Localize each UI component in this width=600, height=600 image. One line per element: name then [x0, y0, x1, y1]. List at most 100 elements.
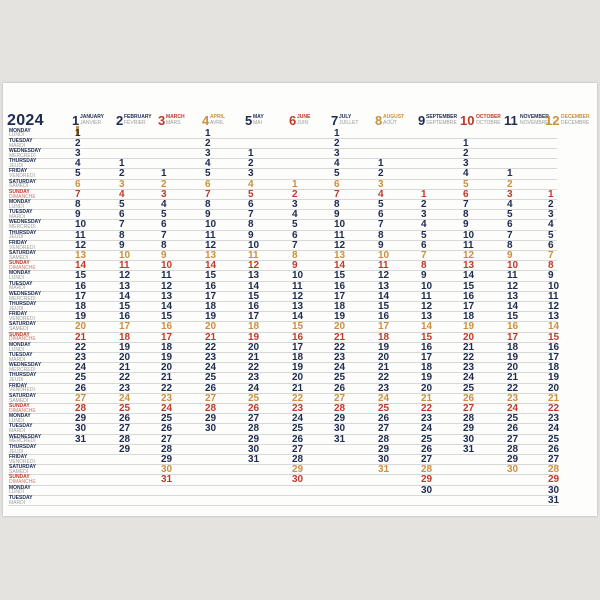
day-number: 11	[205, 229, 216, 241]
day-number: 27	[119, 423, 131, 435]
day-number: 21	[292, 382, 304, 394]
day-number: 4	[248, 178, 254, 190]
day-number: 14	[119, 290, 131, 302]
day-number: 13	[507, 290, 519, 302]
day-number: 22	[463, 351, 475, 363]
day-number: 8	[507, 239, 513, 251]
day-number: 29	[548, 474, 560, 486]
month-number: 3	[158, 113, 166, 128]
day-number: 13	[161, 290, 173, 302]
day-number: 19	[248, 331, 260, 343]
weekday-label: TUESDAY	[9, 280, 33, 287]
day-number: 31	[463, 443, 475, 455]
weekday-label: MONDAY	[9, 198, 31, 205]
month-number: 4	[202, 113, 210, 128]
day-number: 20	[205, 321, 217, 333]
day-number: 25	[378, 402, 390, 414]
day-number: 25	[75, 372, 87, 384]
weekday-label: SUNDAY	[9, 331, 30, 338]
day-number: 18	[548, 362, 560, 374]
day-number: 11	[292, 280, 303, 292]
day-number: 6	[205, 178, 211, 190]
weekday-label-fr: MERCREDI	[9, 295, 36, 302]
weekday-label: THURSDAY	[9, 229, 37, 236]
day-number: 18	[161, 341, 173, 353]
day-number: 28	[378, 433, 390, 445]
day-number: 25	[334, 372, 346, 384]
day-number: 19	[507, 351, 519, 363]
day-number: 6	[75, 178, 81, 190]
day-number: 5	[548, 229, 554, 241]
day-number: 18	[205, 300, 217, 312]
weekday-label: SUNDAY	[9, 260, 30, 267]
row-divider	[8, 464, 557, 466]
day-number: 1	[548, 188, 554, 200]
day-number: 6	[161, 219, 167, 231]
month-number: 9	[418, 113, 426, 128]
day-number: 15	[75, 270, 87, 282]
day-number: 11	[334, 229, 345, 241]
day-number: 2	[292, 188, 298, 200]
day-number: 26	[421, 443, 433, 455]
weekday-label: THURSDAY	[9, 372, 37, 379]
day-number: 20	[119, 351, 131, 363]
day-number: 8	[463, 209, 469, 221]
weekday-label-fr: MARDI	[9, 213, 26, 220]
day-number: 23	[463, 362, 475, 374]
day-number: 19	[463, 321, 475, 333]
day-number: 24	[378, 392, 390, 404]
day-number: 17	[119, 321, 131, 333]
day-number: 26	[119, 413, 131, 425]
day-number: 2	[463, 147, 469, 159]
day-number: 6	[548, 239, 554, 251]
weekday-label: TUESDAY	[9, 209, 33, 216]
weekday-label-fr: SAMEDI	[9, 397, 29, 404]
month-name-en: MAY	[253, 114, 264, 120]
day-number: 5	[161, 209, 167, 221]
day-number: 29	[248, 433, 260, 445]
day-number: 6	[507, 219, 513, 231]
day-number: 16	[334, 280, 346, 292]
day-number: 13	[548, 311, 560, 323]
day-number: 1	[205, 127, 211, 139]
day-number: 18	[378, 331, 390, 343]
day-number: 23	[119, 382, 131, 394]
weekday-label-fr: LUNDI	[9, 203, 25, 210]
day-number: 25	[507, 413, 519, 425]
day-number: 27	[334, 392, 346, 404]
day-number: 15	[292, 321, 304, 333]
weekday-label-fr: MARDI	[9, 356, 26, 363]
month-name-fr: JANVIER	[80, 120, 102, 126]
month-name-en: AUGUST	[383, 114, 405, 120]
weekday-label: SATURDAY	[9, 249, 36, 256]
day-number: 26	[463, 392, 475, 404]
day-number: 17	[292, 341, 304, 353]
day-number: 24	[119, 392, 131, 404]
day-number: 11	[161, 270, 172, 282]
day-number: 31	[248, 453, 260, 465]
row-divider	[8, 331, 557, 333]
day-number: 20	[421, 382, 433, 394]
day-number: 22	[378, 372, 390, 384]
day-number: 4	[205, 158, 211, 170]
row-divider	[8, 311, 557, 313]
day-number: 9	[507, 249, 513, 261]
weekday-label-fr: DIMANCHE	[9, 193, 36, 200]
month-name-fr: AOÛT	[383, 120, 397, 126]
day-number: 2	[75, 137, 81, 149]
day-number: 17	[507, 331, 519, 343]
weekday-label-fr: MARDI	[9, 428, 26, 435]
day-number: 22	[507, 382, 519, 394]
weekday-label-fr: MARDI	[9, 499, 26, 506]
day-number: 12	[75, 239, 87, 251]
day-number: 22	[334, 341, 346, 353]
day-number: 16	[421, 341, 433, 353]
month-number: 8	[375, 113, 383, 128]
day-number: 11	[75, 229, 86, 241]
day-number: 26	[548, 443, 560, 455]
day-number: 30	[421, 484, 433, 496]
month-name-en: JANUARY	[80, 114, 104, 120]
day-number: 25	[548, 433, 560, 445]
day-number: 13	[205, 249, 217, 261]
day-number: 26	[205, 382, 217, 394]
